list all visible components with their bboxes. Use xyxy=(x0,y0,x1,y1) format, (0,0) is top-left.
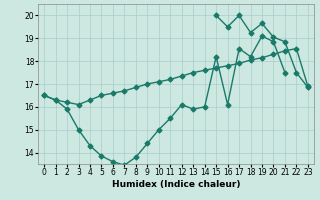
X-axis label: Humidex (Indice chaleur): Humidex (Indice chaleur) xyxy=(112,180,240,189)
